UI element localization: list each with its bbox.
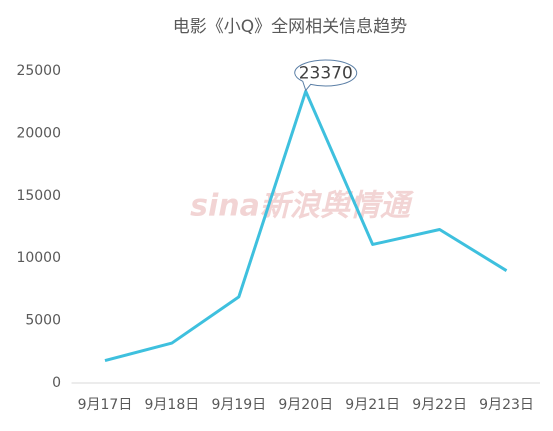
x-tick-label: 9月17日 bbox=[78, 397, 133, 413]
x-tick-label: 9月20日 bbox=[278, 397, 333, 413]
x-tick-label: 9月21日 bbox=[345, 397, 400, 413]
y-tick-label: 15000 bbox=[16, 188, 61, 204]
chart-title: 电影《小Q》全网相关信息趋势 bbox=[173, 17, 407, 37]
y-tick-label: 5000 bbox=[25, 313, 61, 329]
y-tick-label: 10000 bbox=[16, 250, 61, 266]
y-tick-label: 0 bbox=[52, 375, 61, 391]
line bbox=[104, 89, 508, 362]
data-label: 23370 bbox=[299, 63, 353, 83]
x-tick-label: 9月18日 bbox=[145, 397, 200, 413]
y-tick-label: 25000 bbox=[16, 63, 61, 79]
y-tick-label: 20000 bbox=[16, 125, 61, 141]
x-tick-label: 9月22日 bbox=[412, 397, 467, 413]
watermark: sina新浪舆情通 bbox=[190, 189, 415, 224]
x-tick-label: 9月19日 bbox=[211, 397, 266, 413]
x-tick-label: 9月23日 bbox=[479, 397, 534, 413]
callout bbox=[294, 59, 358, 92]
